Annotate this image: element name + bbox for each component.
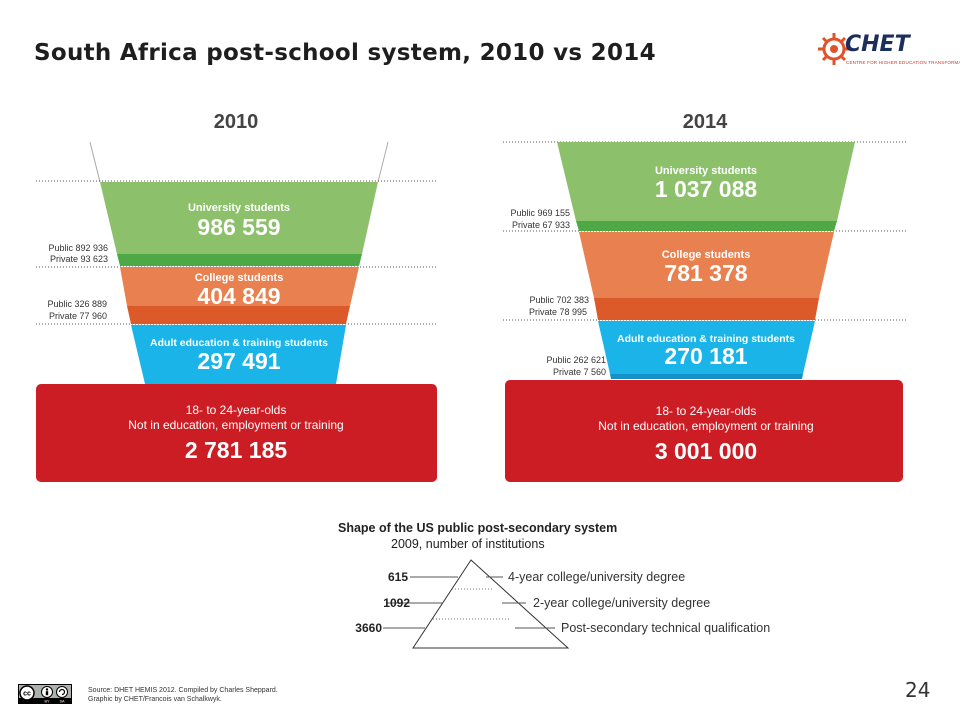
cc-label: cc xyxy=(23,691,31,698)
college-private-band xyxy=(594,298,819,320)
logo-subtitle: CENTRE FOR HIGHER EDUCATION TRANSFORMATI… xyxy=(846,60,960,65)
university-private-note: Private 93 623 xyxy=(50,254,108,264)
university-public-note: Public 969 155 xyxy=(510,208,570,218)
page-number: 24 xyxy=(905,678,931,702)
source-line: Source: DHET HEMIS 2012. Compiled by Cha… xyxy=(88,687,278,694)
tier-label: Post-secondary technical qualification xyxy=(561,621,770,635)
tier-label: 2-year college/university degree xyxy=(533,596,710,610)
neet-value: 2 781 185 xyxy=(185,437,288,463)
pyramid-title: Shape of the US public post-secondary sy… xyxy=(338,521,617,535)
source-note: Source: DHET HEMIS 2012. Compiled by Cha… xyxy=(88,686,278,704)
adult-label: Adult education & training students xyxy=(150,337,328,349)
university-value: 986 559 xyxy=(197,214,280,240)
tier-count: 3660 xyxy=(355,621,382,635)
neet-value: 3 001 000 xyxy=(655,438,757,464)
university-band xyxy=(100,182,378,254)
adult-value: 270 181 xyxy=(664,343,747,369)
adult-public-note: Public 262 621 xyxy=(546,355,606,365)
logo-text: CHET xyxy=(845,32,910,57)
pyramid-subtitle: 2009, number of institutions xyxy=(391,537,545,551)
college-label: College students xyxy=(195,272,284,284)
neet-line2: Not in education, employment or training xyxy=(598,419,813,433)
us-pyramid: Shape of the US public post-secondary sy… xyxy=(338,521,770,649)
tier-count: 615 xyxy=(388,570,408,584)
college-private-note: Private 78 995 xyxy=(529,307,587,317)
university-private-band xyxy=(117,254,362,266)
college-public-note: Public 702 383 xyxy=(529,295,589,305)
college-value: 404 849 xyxy=(197,283,280,309)
college-private-note: Private 77 960 xyxy=(49,311,107,321)
adult-band xyxy=(598,321,815,374)
slide-title: South Africa post-school system, 2010 vs… xyxy=(34,40,656,66)
college-value: 781 378 xyxy=(664,260,747,286)
university-private-note: Private 67 933 xyxy=(512,220,570,230)
college-public-note: Public 326 889 xyxy=(47,299,107,309)
adult-label: Adult education & training students xyxy=(617,333,795,345)
neet-box xyxy=(36,384,437,482)
neet-box xyxy=(505,380,903,482)
adult-band xyxy=(131,325,346,384)
tier-label: 4-year college/university degree xyxy=(508,570,685,584)
pyramid-outline xyxy=(412,559,570,649)
by-label: BY xyxy=(44,700,50,704)
source-line: Graphic by CHET/Francois van Schalkwyk. xyxy=(88,696,222,703)
sa-label: SA xyxy=(59,700,65,704)
university-label: University students xyxy=(655,165,757,177)
funnel-guide-left xyxy=(89,141,101,183)
neet-line1: 18- to 24-year-olds xyxy=(186,403,287,417)
neet-line2: Not in education, employment or training xyxy=(128,418,343,432)
university-band xyxy=(557,142,855,221)
university-label: University students xyxy=(188,202,290,214)
college-band xyxy=(120,267,359,306)
college-label: College students xyxy=(662,249,751,261)
tier-count: 1092 xyxy=(383,596,410,610)
funnel-guide-right xyxy=(377,141,389,183)
adult-private-band xyxy=(610,374,803,379)
chet-logo-icon xyxy=(818,33,850,65)
college-private-band xyxy=(127,306,350,324)
neet-line1: 18- to 24-year-olds xyxy=(656,404,757,418)
adult-value: 297 491 xyxy=(197,348,280,374)
college-band xyxy=(579,232,834,298)
adult-private-note: Private 7 560 xyxy=(553,367,606,377)
funnel-year: 2010 xyxy=(214,111,259,133)
university-private-band xyxy=(576,221,837,231)
university-value: 1 037 088 xyxy=(655,176,758,202)
creative-commons-icon: cc BY SA xyxy=(18,684,72,704)
university-public-note: Public 892 936 xyxy=(48,243,108,253)
funnel-year: 2014 xyxy=(683,111,728,133)
funnel-2010: 2010 University students 986 559 College… xyxy=(36,111,438,482)
funnel-2014: 2014 University students 1 037 088 Colle… xyxy=(503,111,906,482)
